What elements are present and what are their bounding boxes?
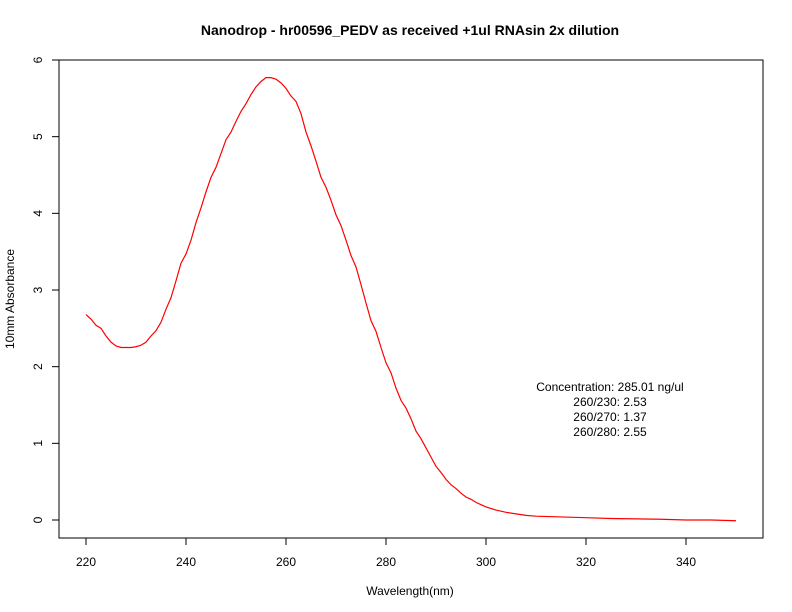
concentration-annotation: Concentration: 285.01 ng/ul [536, 380, 683, 394]
x-tick-label-280: 280 [376, 555, 396, 569]
y-tick-label-2: 2 [31, 363, 45, 370]
x-tick-label-240: 240 [176, 555, 196, 569]
y-tick-label-6: 6 [31, 56, 45, 63]
x-axis: 220 240 260 280 300 320 340 [76, 537, 696, 569]
ratio-260-270-annotation: 260/270: 1.37 [573, 410, 647, 424]
y-tick-label-4: 4 [31, 210, 45, 217]
x-tick-label-340: 340 [676, 555, 696, 569]
x-tick-label-260: 260 [276, 555, 296, 569]
chart-title: Nanodrop - hr00596_PEDV as received +1ul… [201, 22, 619, 38]
y-tick-label-0: 0 [31, 516, 45, 523]
annotation-block: Concentration: 285.01 ng/ul 260/230: 2.5… [536, 380, 683, 439]
x-tick-label-320: 320 [576, 555, 596, 569]
x-tick-label-220: 220 [76, 555, 96, 569]
x-tick-label-300: 300 [476, 555, 496, 569]
ratio-260-230-annotation: 260/230: 2.53 [573, 395, 647, 409]
y-tick-label-3: 3 [31, 286, 45, 293]
absorbance-line [85, 77, 737, 522]
x-axis-label: Wavelength(nm) [366, 584, 454, 598]
y-axis-label: 10mm Absorbance [3, 249, 17, 349]
y-tick-label-5: 5 [31, 133, 45, 140]
y-axis: 0 1 2 3 4 5 6 [31, 56, 60, 523]
y-tick-label-1: 1 [31, 440, 45, 447]
ratio-260-280-annotation: 260/280: 2.55 [573, 425, 647, 439]
